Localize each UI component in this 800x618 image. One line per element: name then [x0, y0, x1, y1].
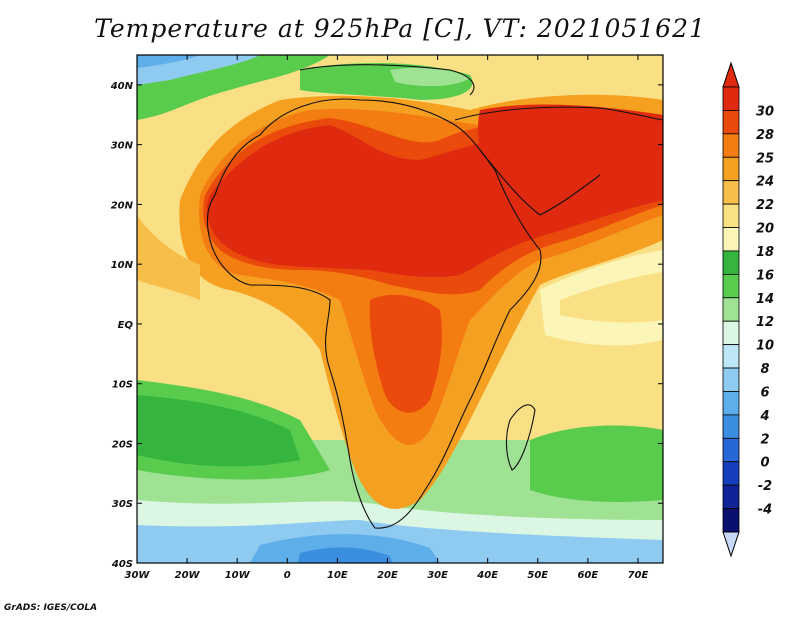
colorbar-label: 24	[756, 175, 774, 190]
lat-label: 30S	[112, 499, 133, 510]
lon-label: 0	[284, 570, 291, 581]
colorbar-swatch	[722, 391, 740, 416]
colorbar-label: 16	[756, 268, 774, 283]
lon-label: 10W	[225, 570, 251, 581]
colorbar-swatch	[722, 273, 740, 299]
colorbar-swatch	[722, 227, 740, 252]
colorbar-swatch	[722, 156, 740, 182]
colorbar-label: 2	[760, 432, 769, 447]
colorbar-top-arrow	[722, 61, 740, 88]
lon-label: 10E	[327, 570, 348, 581]
latitude-labels: 40N 30N 20N 10N EQ 10S 20S 30S 40S	[110, 81, 134, 570]
colorbar-label: 0	[760, 456, 769, 471]
coastlines	[206, 64, 663, 529]
lon-label: 20W	[175, 570, 201, 581]
colorbar-swatch	[722, 437, 740, 463]
lon-label: 30E	[427, 570, 448, 581]
colorbar-label: 20	[756, 222, 774, 237]
colorbar-swatch	[722, 110, 740, 135]
lat-label: EQ	[118, 320, 134, 331]
colorbar-label: 28	[756, 128, 774, 143]
lon-label: 20E	[377, 570, 398, 581]
colorbar-label: 8	[760, 362, 769, 377]
credit-text: GrADS: IGES/COLA	[4, 603, 98, 613]
lat-label: 20N	[111, 200, 134, 211]
map-frame	[136, 54, 664, 564]
colorbar-label: 30	[756, 104, 774, 119]
colorbar-swatch	[722, 180, 740, 205]
temperature-map	[137, 55, 663, 563]
lon-label: 50E	[527, 570, 548, 581]
colorbar-label: 22	[756, 198, 774, 213]
colorbar-swatch	[722, 367, 740, 392]
lat-label: 30N	[111, 141, 134, 152]
colorbar-swatch	[722, 414, 740, 439]
colorbar-swatch	[722, 484, 740, 509]
colorbar-label: 18	[756, 245, 774, 260]
lat-label: 10N	[111, 260, 134, 271]
lon-label: 70E	[628, 570, 649, 581]
colorbar-swatch	[722, 320, 740, 346]
colorbar-swatch	[722, 86, 740, 111]
lat-label: 20S	[112, 439, 133, 450]
colorbar-label: 25	[756, 151, 774, 166]
map-title: Temperature at 925hPa [C], VT: 202105162…	[94, 14, 706, 43]
colorbar-swatch	[722, 203, 740, 228]
colorbar-label: 4	[759, 409, 769, 424]
colorbar-label: -4	[758, 503, 772, 518]
colorbar-swatch	[722, 344, 740, 369]
colorbar-bottom-arrow	[722, 531, 740, 558]
lon-label: 40E	[476, 570, 498, 581]
lon-label: 60E	[577, 570, 598, 581]
colorbar-label: -2	[758, 479, 772, 494]
lon-label: 30W	[125, 570, 151, 581]
colorbar-label: 6	[760, 385, 769, 400]
colorbar-swatch	[722, 461, 740, 486]
lat-label: 10S	[112, 380, 133, 391]
colorbar-label: 12	[756, 315, 774, 330]
colorbar-swatch	[722, 508, 740, 533]
lat-label: 40N	[110, 81, 134, 92]
colorbar-label: 10	[756, 339, 774, 354]
lat-label: 40S	[111, 559, 133, 570]
colorbar-swatch	[722, 297, 740, 322]
colorbar-swatch	[722, 133, 740, 158]
colorbar-label: 14	[756, 292, 774, 307]
colorbar-swatch	[722, 250, 740, 275]
longitude-labels: 30W 20W 10W 0 10E 20E 30E 40E 50E 60E 70E	[125, 570, 649, 581]
axis-ticks	[136, 55, 663, 564]
